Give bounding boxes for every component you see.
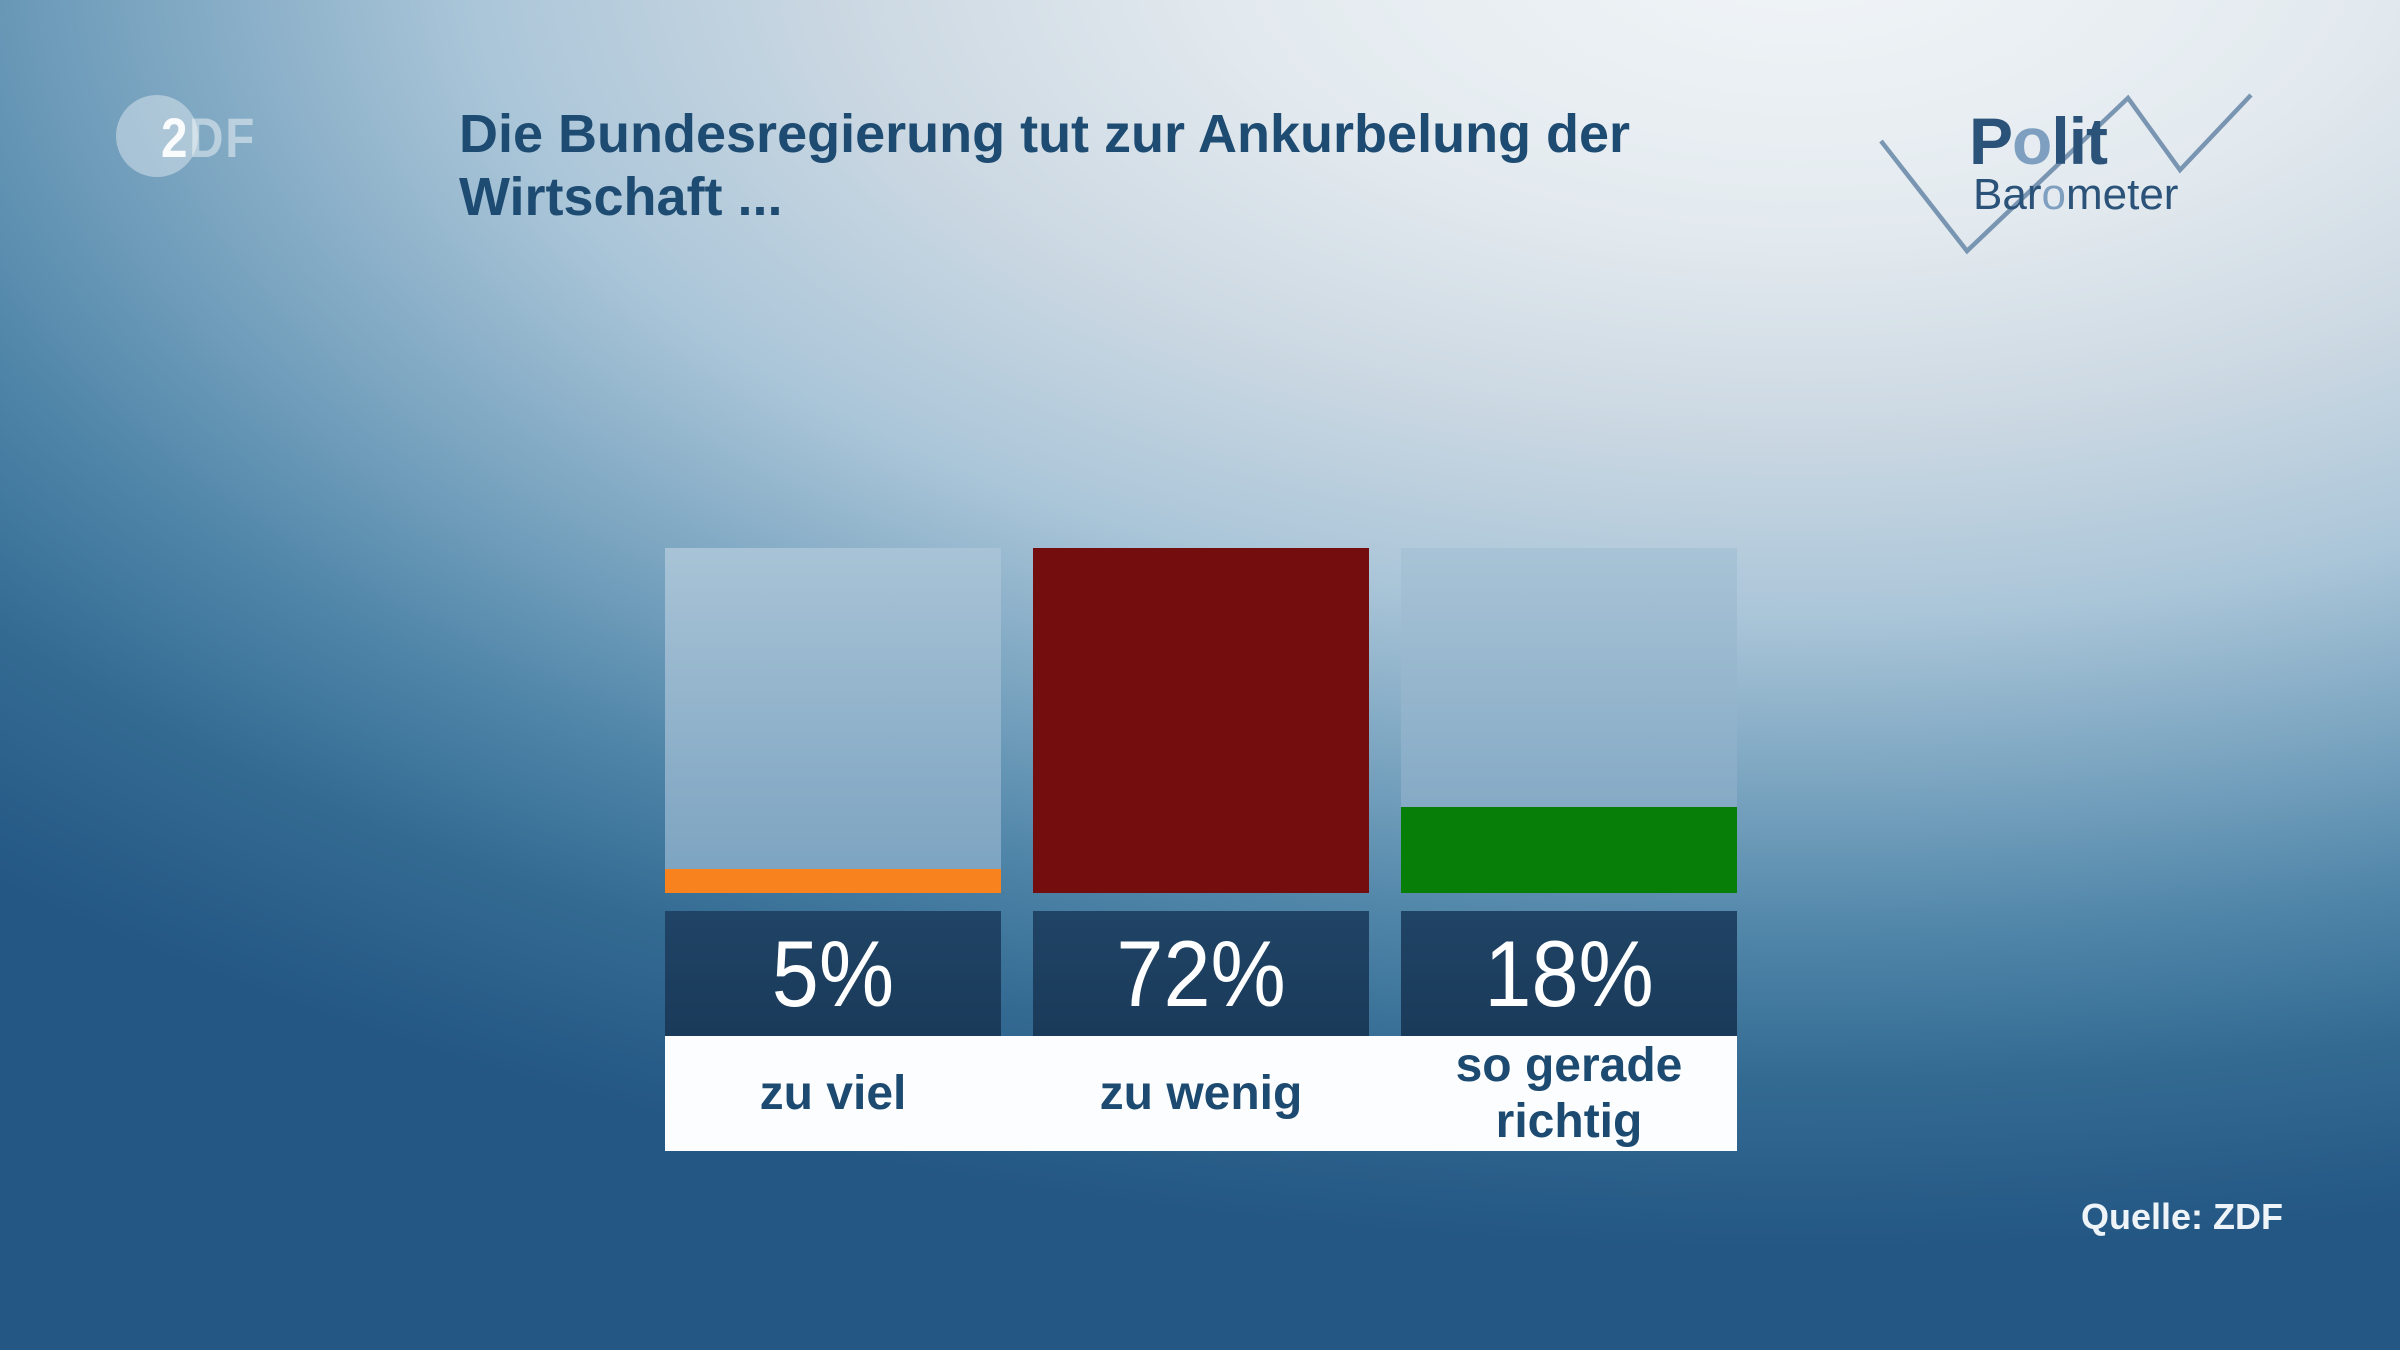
value-label: 72% — [1116, 920, 1286, 1026]
zdf-logo-text: 2DF — [161, 110, 256, 166]
pb-barometer-meter: meter — [2065, 170, 2179, 219]
pb-polit-o: o — [2012, 104, 2052, 178]
category-label-so-gerade-richtig: so gerade richtig — [1455, 1039, 1683, 1148]
politbarometer-logo-polit: Polit — [1969, 108, 2108, 174]
page-title-line1: Die Bundesregierung tut zur Ankurbelung … — [459, 104, 1631, 164]
pb-polit-lit: lit — [2051, 104, 2108, 178]
zdf-logo-df: DF — [189, 106, 257, 169]
zdf-logo-2: 2 — [161, 106, 190, 169]
bar-gap — [665, 893, 1001, 911]
bar-column-zu-wenig: 72% — [1033, 548, 1369, 1036]
page-title-line2: Wirtschaft ... — [459, 167, 783, 227]
bar-gap — [1033, 893, 1369, 911]
source-credit: Quelle: ZDF — [2080, 1196, 2283, 1237]
bar-chart: 5% 72% 18% — [665, 548, 1737, 1036]
bar-track — [1033, 548, 1369, 893]
pb-barometer-bar: Bar — [1973, 170, 2042, 219]
bar-track — [665, 548, 1001, 893]
bar-gap — [1401, 893, 1737, 911]
value-label: 5% — [771, 920, 895, 1026]
category-label-zu-viel: zu viel — [759, 1066, 907, 1120]
page-title: Die Bundesregierung tut zur Ankurbelung … — [459, 103, 1630, 229]
value-plate: 72% — [1033, 911, 1369, 1036]
politbarometer-logo-barometer: Barometer — [1973, 173, 2178, 217]
bar-fill-zu-wenig — [1033, 548, 1369, 893]
bar-fill-so-gerade-richtig — [1401, 806, 1737, 893]
bar-track — [1401, 548, 1737, 893]
pb-barometer-o: o — [2041, 170, 2066, 219]
category-label-band: zu viel zu wenig so gerade richtig — [665, 1036, 1737, 1151]
bar-column-zu-viel: 5% — [665, 548, 1001, 1036]
bar-fill-zu-viel — [665, 869, 1001, 893]
pb-polit-p: P — [1969, 104, 2013, 178]
zdf-logo-icon — [116, 95, 198, 177]
value-plate: 5% — [665, 911, 1001, 1036]
category-label-zu-wenig: zu wenig — [1099, 1066, 1303, 1120]
value-plate: 18% — [1401, 911, 1737, 1036]
value-label: 18% — [1484, 920, 1654, 1026]
bar-column-so-gerade-richtig: 18% — [1401, 548, 1737, 1036]
